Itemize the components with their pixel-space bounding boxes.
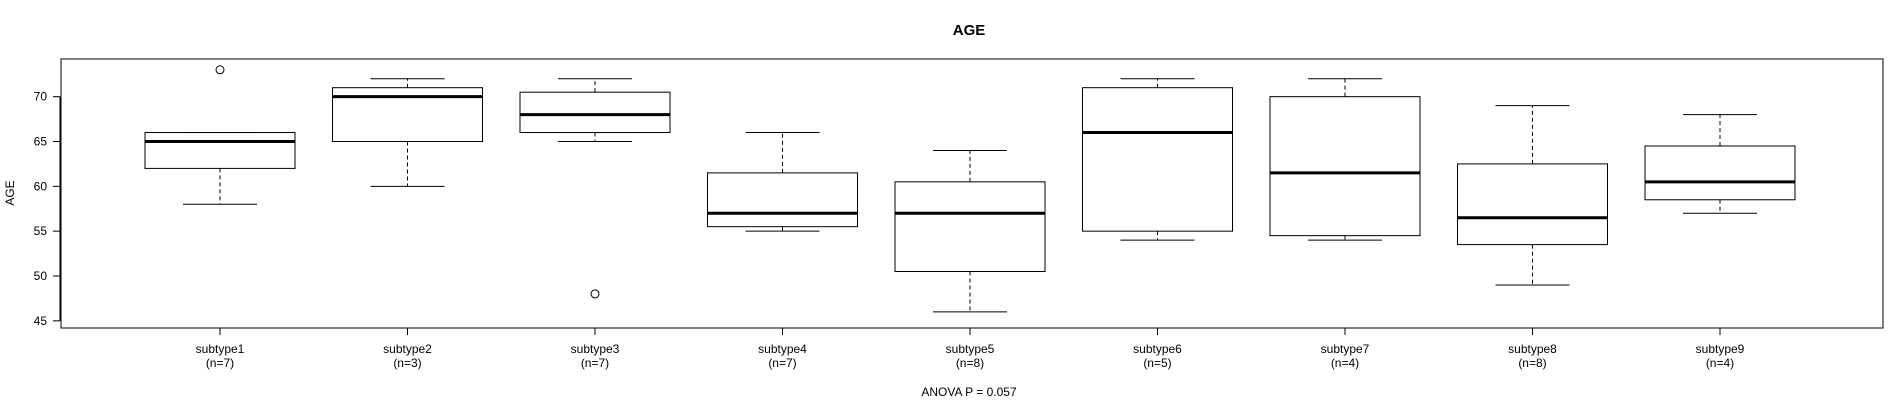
box-subtype5: [894, 149, 1046, 313]
box-subtype1: [144, 65, 296, 205]
x-tick-label: subtype7: [1321, 342, 1370, 356]
x-tick-labels: subtype1(n=7)subtype2(n=3)subtype3(n=7)s…: [196, 328, 1745, 370]
iqr-box: [707, 172, 858, 228]
x-tick-count: (n=7): [206, 356, 234, 370]
iqr-box: [1082, 87, 1233, 232]
iqr-box: [519, 91, 671, 134]
box-subtype6: [1082, 78, 1233, 241]
iqr-box: [1457, 163, 1608, 246]
iqr-box: [1644, 145, 1796, 201]
x-tick-count: (n=8): [1518, 356, 1546, 370]
x-tick-count: (n=5): [1143, 356, 1171, 370]
x-tick-label: subtype2: [383, 342, 432, 356]
box-subtype7: [1269, 78, 1421, 241]
y-axis-label: AGE: [3, 180, 17, 205]
box-subtype9: [1644, 114, 1796, 214]
box-subtype3: [519, 78, 671, 299]
box-subtype4: [707, 132, 858, 232]
y-tick-label: 60: [34, 179, 48, 193]
y-tick-label: 50: [34, 269, 48, 283]
y-tick-label: 65: [34, 134, 48, 148]
x-axis-label: ANOVA P = 0.057: [921, 385, 1017, 399]
x-tick-count: (n=4): [1706, 356, 1734, 370]
boxes-group: [144, 65, 1796, 313]
x-tick-label: subtype6: [1133, 342, 1182, 356]
box-subtype2: [332, 78, 483, 187]
iqr-box: [1269, 96, 1421, 237]
y-tick-label: 45: [34, 314, 48, 328]
x-tick-count: (n=7): [768, 356, 796, 370]
x-tick-label: subtype9: [1696, 342, 1745, 356]
y-tick-label: 70: [34, 90, 48, 104]
x-tick-count: (n=3): [393, 356, 421, 370]
x-tick-label: subtype8: [1508, 342, 1557, 356]
outlier-point: [590, 289, 600, 299]
box-subtype8: [1457, 105, 1608, 286]
iqr-box: [144, 132, 296, 169]
iqr-box: [894, 181, 1046, 273]
x-tick-count: (n=7): [581, 356, 609, 370]
y-axis: 45 50 55 60 65 70: [34, 90, 61, 328]
chart-title: AGE: [953, 22, 986, 39]
x-tick-label: subtype1: [196, 342, 245, 356]
x-tick-label: subtype4: [758, 342, 807, 356]
y-tick-label: 55: [34, 224, 48, 238]
plot-area-frame: [60, 58, 1884, 329]
x-tick-label: subtype5: [946, 342, 995, 356]
x-tick-count: (n=8): [956, 356, 984, 370]
x-tick-count: (n=4): [1331, 356, 1359, 370]
outlier-point: [215, 65, 225, 75]
x-tick-label: subtype3: [571, 342, 620, 356]
